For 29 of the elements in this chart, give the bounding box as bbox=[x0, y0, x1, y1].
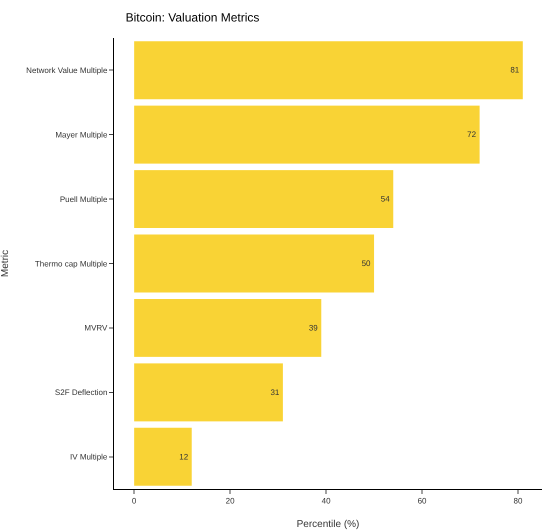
x-tick-label: 40 bbox=[322, 496, 332, 506]
bar bbox=[134, 363, 283, 422]
y-tick-label: S2F Deflection bbox=[54, 388, 108, 398]
bar bbox=[134, 234, 374, 292]
data-label: 50 bbox=[362, 259, 372, 268]
y-axis-title: Metric bbox=[0, 250, 12, 278]
y-tick-label: Thermo cap Multiple bbox=[34, 259, 108, 268]
data-label: 81 bbox=[510, 66, 520, 75]
x-tick-label: 20 bbox=[226, 496, 236, 506]
data-label: 31 bbox=[270, 388, 280, 397]
y-tick-label: Network Value Multiple bbox=[26, 66, 108, 76]
bar bbox=[134, 170, 394, 228]
x-axis-title: Percentile (%) bbox=[296, 519, 360, 530]
data-label: 12 bbox=[179, 452, 189, 462]
x-tick-label: 60 bbox=[418, 496, 428, 506]
x-tick-label: 0 bbox=[132, 496, 137, 506]
bar bbox=[134, 428, 192, 486]
data-label: 72 bbox=[467, 130, 477, 140]
data-label: 39 bbox=[308, 323, 318, 332]
data-label: 54 bbox=[380, 194, 390, 204]
bar bbox=[134, 106, 480, 164]
y-tick-label: MVRV bbox=[84, 324, 108, 333]
bar bbox=[134, 298, 322, 357]
x-tick-label: 80 bbox=[514, 496, 524, 506]
y-tick-label: Puell Multiple bbox=[60, 194, 108, 204]
y-tick-label: Mayer Multiple bbox=[55, 130, 108, 140]
chart-title: Bitcoin: Valuation Metrics bbox=[126, 10, 260, 25]
bar bbox=[134, 41, 523, 100]
y-tick-label: IV Multiple bbox=[70, 452, 108, 462]
